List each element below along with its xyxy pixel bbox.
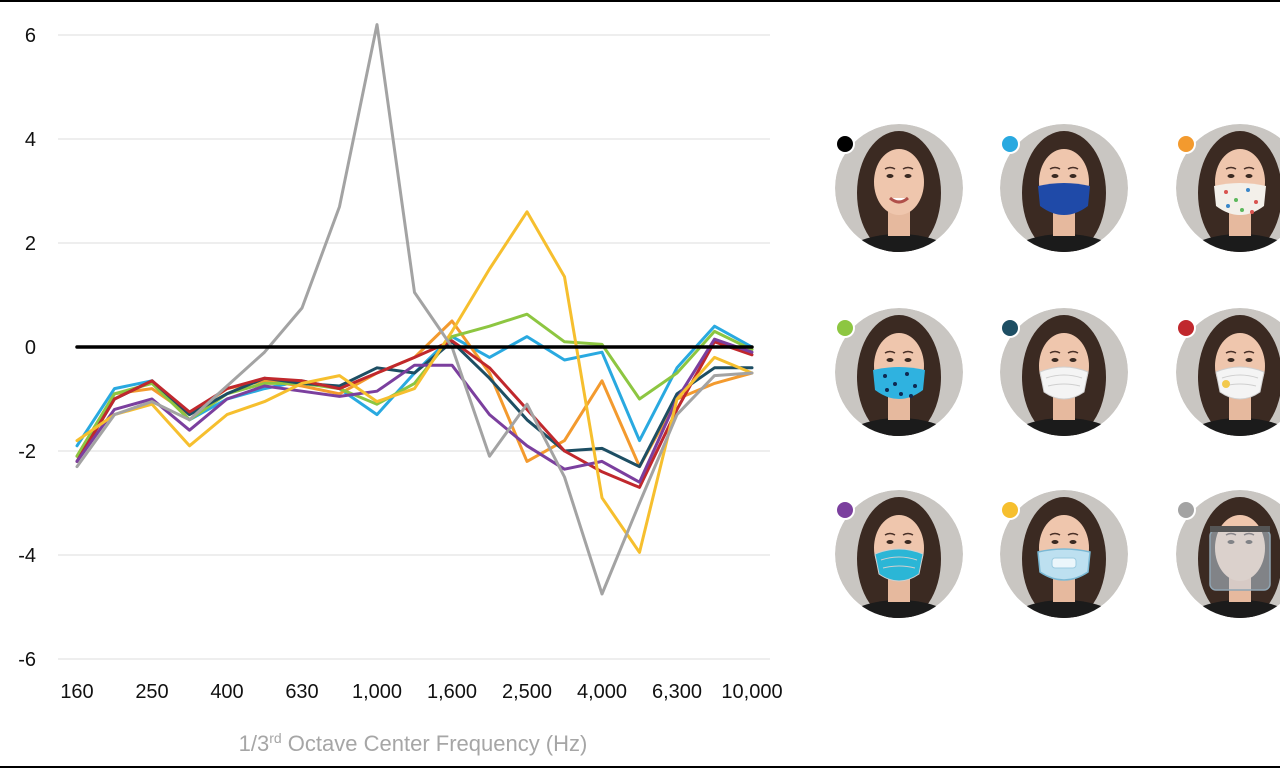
series-lines [75, 23, 754, 596]
x-tick-label: 630 [285, 681, 318, 703]
y-axis-ticks: 6 4 2 0 -2 -4 -6 [18, 25, 36, 671]
x-tick-label: 4,000 [577, 681, 627, 703]
gridlines [58, 34, 770, 660]
line-chart: 6 4 2 0 -2 -4 -6 160 250 400 630 1,000 1,600 2,500 4,… [18, 23, 783, 756]
y-tick-label: 2 [25, 233, 36, 255]
x-tick-label: 1,000 [352, 681, 402, 703]
x-tick-label: 1,600 [427, 681, 477, 703]
x-axis-ticks: 160 250 400 630 1,000 1,600 2,500 4,000 6,300 10,… [60, 681, 782, 703]
x-axis-title: 1/3rd Octave Center Frequency (Hz) [239, 730, 588, 756]
y-tick-label: -4 [18, 545, 36, 567]
y-tick-label: 0 [25, 337, 36, 359]
series-line-5 [75, 339, 754, 489]
series-line-4 [75, 340, 754, 469]
x-tick-label: 400 [210, 681, 243, 703]
series-line-7 [75, 210, 754, 554]
series-line-8 [75, 23, 754, 596]
y-tick-label: 6 [25, 25, 36, 47]
x-tick-label: 250 [135, 681, 168, 703]
x-tick-label: 6,300 [652, 681, 702, 703]
y-tick-label: -2 [18, 441, 36, 463]
x-tick-label: 160 [60, 681, 93, 703]
y-tick-label: -6 [18, 649, 36, 671]
series-line-6 [75, 337, 754, 484]
x-tick-label: 10,000 [721, 681, 782, 703]
y-tick-label: 4 [25, 129, 36, 151]
x-tick-label: 2,500 [502, 681, 552, 703]
